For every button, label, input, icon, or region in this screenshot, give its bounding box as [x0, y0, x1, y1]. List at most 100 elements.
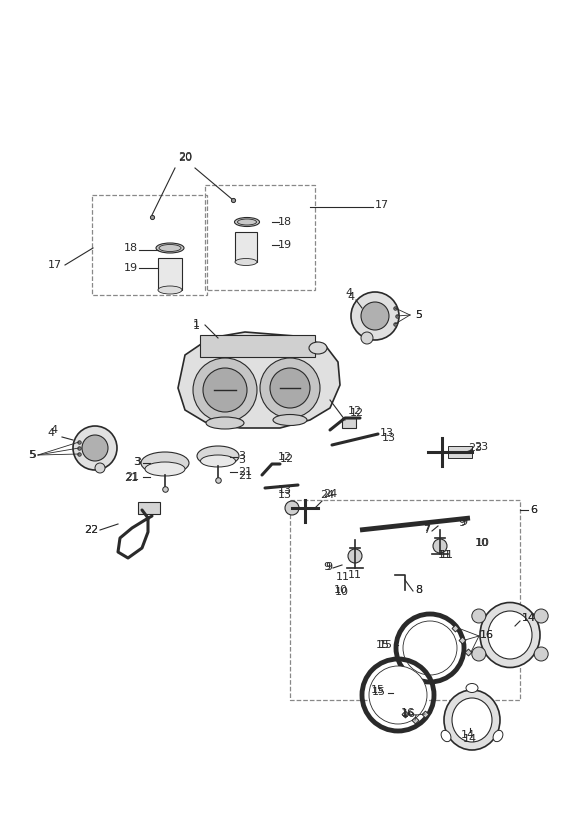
Text: 11: 11	[348, 570, 362, 580]
Circle shape	[472, 609, 486, 623]
Text: 5: 5	[28, 450, 35, 460]
Text: 17: 17	[48, 260, 62, 270]
Text: 10: 10	[335, 587, 349, 597]
Text: 15: 15	[376, 640, 390, 650]
Text: 18: 18	[278, 217, 292, 227]
Text: 21: 21	[125, 472, 139, 482]
Text: 15: 15	[379, 640, 393, 650]
Text: 3: 3	[134, 457, 141, 467]
Text: 10: 10	[334, 585, 348, 595]
Bar	[235, 232, 257, 262]
Text: 17: 17	[375, 200, 389, 210]
Bar	[92, 195, 207, 295]
Text: 11: 11	[440, 550, 454, 560]
Ellipse shape	[309, 342, 327, 354]
Text: 8: 8	[415, 585, 422, 595]
Text: 5: 5	[415, 310, 422, 320]
Text: 12: 12	[348, 406, 362, 416]
Circle shape	[260, 358, 320, 418]
Text: 10: 10	[475, 538, 489, 548]
Circle shape	[472, 647, 486, 661]
Text: 5: 5	[415, 310, 422, 320]
Circle shape	[270, 368, 310, 408]
Text: 14: 14	[522, 613, 536, 623]
Ellipse shape	[452, 698, 492, 742]
Text: 23: 23	[468, 443, 482, 453]
Text: 14: 14	[522, 613, 536, 623]
Circle shape	[285, 501, 299, 515]
Circle shape	[351, 292, 399, 340]
Circle shape	[203, 368, 247, 412]
Text: 5: 5	[29, 450, 36, 460]
Circle shape	[193, 358, 257, 422]
Text: 3: 3	[238, 455, 245, 465]
Circle shape	[348, 549, 362, 563]
Ellipse shape	[488, 611, 532, 659]
Text: 4: 4	[346, 288, 353, 298]
Bar	[200, 335, 315, 357]
Text: 9: 9	[323, 562, 330, 572]
Text: 11: 11	[336, 572, 350, 582]
Text: 8: 8	[415, 585, 422, 595]
Ellipse shape	[441, 730, 451, 742]
Text: 6: 6	[530, 505, 537, 515]
Text: 24: 24	[320, 490, 334, 500]
Text: 22: 22	[84, 525, 98, 535]
Circle shape	[369, 666, 427, 724]
Text: 16: 16	[480, 630, 494, 640]
Circle shape	[82, 435, 108, 461]
Text: 3: 3	[133, 457, 140, 467]
Text: 9: 9	[460, 517, 467, 527]
Text: 21: 21	[238, 471, 252, 481]
Text: 4: 4	[51, 425, 58, 435]
Circle shape	[361, 302, 389, 330]
Ellipse shape	[480, 602, 540, 667]
Circle shape	[361, 332, 373, 344]
Ellipse shape	[145, 462, 185, 476]
Text: 7: 7	[423, 525, 430, 535]
Text: 15: 15	[371, 685, 385, 695]
Ellipse shape	[197, 446, 239, 466]
Bar	[158, 258, 182, 290]
Text: 12: 12	[278, 452, 292, 462]
Text: 19: 19	[124, 263, 138, 273]
Circle shape	[95, 463, 105, 473]
Text: 20: 20	[178, 152, 192, 162]
Text: 6: 6	[530, 505, 537, 515]
Circle shape	[534, 647, 548, 661]
Bar	[448, 446, 472, 458]
Text: 1: 1	[193, 321, 200, 331]
Text: 7: 7	[423, 523, 430, 533]
Text: 3: 3	[238, 451, 245, 461]
Circle shape	[433, 539, 447, 553]
Text: 15: 15	[372, 687, 386, 697]
Text: 13: 13	[278, 490, 292, 500]
Bar	[205, 185, 315, 290]
Text: 23: 23	[474, 442, 488, 452]
Ellipse shape	[235, 259, 257, 265]
Text: 18: 18	[124, 243, 138, 253]
Text: 24: 24	[323, 489, 337, 499]
Text: 1: 1	[193, 319, 200, 329]
Text: 4: 4	[348, 292, 355, 302]
Bar	[290, 500, 520, 700]
Text: 19: 19	[278, 240, 292, 250]
Text: 12: 12	[280, 454, 294, 464]
Text: 13: 13	[278, 485, 292, 495]
Text: 21: 21	[238, 467, 252, 477]
Text: 16: 16	[402, 709, 416, 719]
Bar	[138, 502, 160, 514]
Circle shape	[403, 621, 457, 675]
Text: 21: 21	[124, 473, 138, 483]
Text: 14: 14	[461, 730, 475, 740]
Text: 22: 22	[84, 525, 98, 535]
Ellipse shape	[158, 286, 182, 294]
Polygon shape	[178, 332, 340, 428]
Circle shape	[534, 609, 548, 623]
Text: 9: 9	[458, 518, 465, 528]
Ellipse shape	[273, 414, 307, 425]
Text: 13: 13	[382, 433, 396, 443]
Ellipse shape	[444, 690, 500, 750]
Text: 13: 13	[380, 428, 394, 438]
Text: 16: 16	[480, 630, 494, 640]
